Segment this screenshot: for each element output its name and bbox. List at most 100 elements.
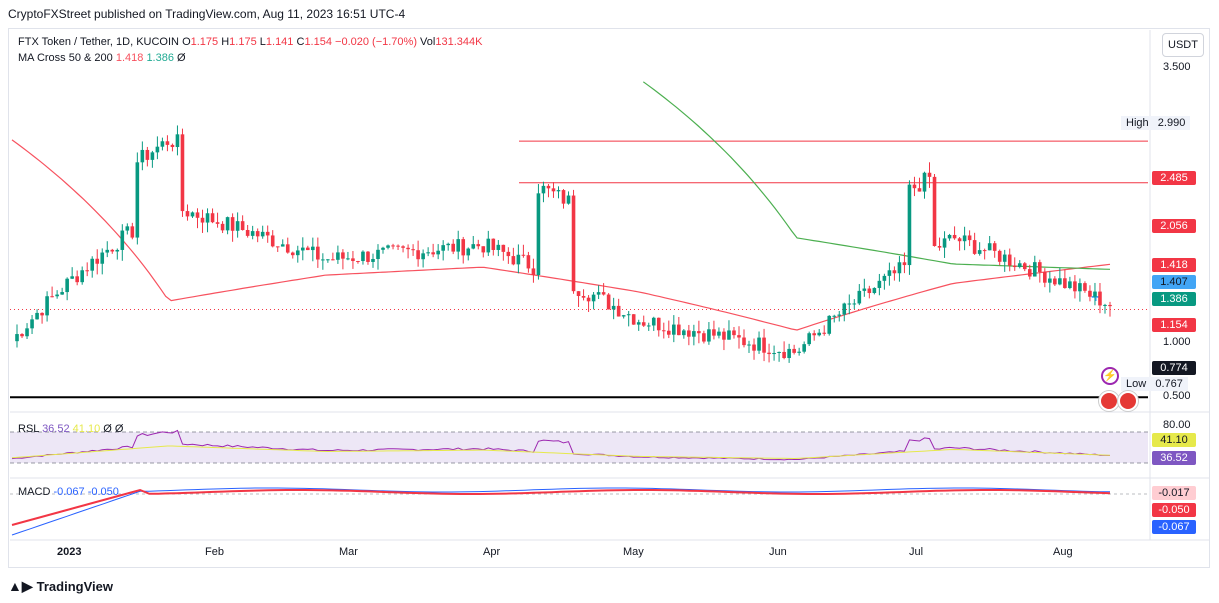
candle-body — [321, 259, 325, 261]
high-value: 1.175 — [229, 36, 257, 48]
candle-body — [757, 337, 761, 351]
us-flag-icon[interactable] — [1118, 391, 1138, 411]
candle-body — [280, 244, 285, 247]
symbol-title[interactable]: FTX Token / Tether, 1D, KUCOIN — [18, 36, 179, 48]
rsl-name[interactable]: RSL — [18, 423, 39, 435]
candle-body — [481, 246, 486, 253]
candle-body — [125, 226, 130, 231]
candle-body — [742, 337, 746, 346]
candle-body — [531, 268, 536, 276]
candle-body — [802, 344, 806, 352]
macd-line — [11, 487, 1111, 536]
candle-body — [1073, 281, 1077, 292]
candle-body — [762, 337, 766, 353]
candle-body — [1022, 263, 1027, 270]
low-label: L — [259, 36, 266, 48]
candle-body — [782, 351, 786, 359]
candle-body — [436, 250, 440, 255]
candle-body — [832, 315, 837, 317]
close-label: C — [296, 36, 305, 48]
candle-body — [536, 193, 541, 276]
time-label-feb: Feb — [205, 546, 224, 558]
candle-body — [90, 258, 95, 271]
candle-body — [702, 333, 706, 342]
candle-body — [541, 185, 546, 194]
ma200-value: 1.386 — [146, 52, 174, 64]
macd-hist-tag: -0.017 — [1152, 486, 1196, 500]
candle-body — [867, 288, 872, 294]
candle-body — [606, 294, 611, 310]
candle-body — [827, 315, 832, 334]
candle-body — [275, 246, 280, 248]
candle-body — [406, 247, 410, 250]
candle-body — [250, 231, 255, 236]
currency-button[interactable]: USDT — [1162, 33, 1204, 57]
candle-body — [551, 188, 556, 192]
us-flag-icon[interactable] — [1099, 391, 1119, 411]
candle-body — [722, 331, 726, 340]
candle-body — [817, 332, 822, 336]
rsl-value-b: 41.10 — [72, 423, 101, 435]
lightning-icon[interactable]: ⚡ — [1101, 367, 1119, 385]
candle-body — [812, 333, 816, 336]
candle-body — [150, 152, 155, 160]
candle-body — [887, 270, 892, 276]
candle-body — [952, 234, 957, 239]
candle-body — [346, 258, 350, 260]
candle-body — [461, 239, 466, 256]
price-tick-0500: 0.500 — [1163, 390, 1191, 402]
candle-body — [712, 329, 716, 336]
high-label: High 2.990 — [1121, 116, 1191, 130]
candle-body — [842, 303, 847, 315]
candle-body — [1043, 271, 1047, 283]
candle-body — [155, 146, 160, 153]
volume-value: 131.344K — [435, 36, 483, 48]
candle-body — [1032, 262, 1037, 277]
ma50-tag: 1.418 — [1152, 258, 1196, 272]
candle-body — [426, 252, 430, 254]
ma-line — [642, 81, 1111, 270]
ma-name[interactable]: MA Cross 50 & 200 — [18, 52, 113, 64]
macd-name[interactable]: MACD — [18, 486, 51, 498]
candle-body — [727, 330, 731, 340]
candle-body — [872, 287, 877, 294]
macd-legend: MACD -0.067 -0.050 — [18, 486, 119, 498]
rsl-tag-a: 36.52 — [1152, 451, 1196, 465]
candle-body — [356, 261, 360, 263]
candle-body — [777, 351, 781, 353]
tradingview-logo[interactable]: ▲▶ TradingView — [8, 578, 113, 594]
candle-body — [195, 212, 200, 218]
candle-body — [471, 244, 476, 249]
rsl-axis-top: 80.00 — [1163, 419, 1191, 431]
candle-body — [506, 251, 511, 257]
candle-body — [95, 258, 100, 264]
candle-body — [386, 245, 390, 248]
candle-body — [1108, 304, 1112, 307]
candle-body — [732, 330, 736, 336]
rsl-ma-line — [11, 445, 1111, 460]
candle-body — [927, 172, 932, 177]
candle-body — [641, 322, 646, 326]
candle-body — [897, 262, 902, 274]
macd-values: -0.067 -0.050 — [53, 486, 119, 498]
candle-body — [80, 270, 84, 283]
rsl-value-d: Ø — [114, 423, 124, 435]
candle-body — [70, 276, 74, 279]
time-label-jun: Jun — [769, 546, 787, 558]
candle-body — [376, 249, 380, 259]
candle-body — [140, 149, 145, 163]
open-label: O — [182, 36, 191, 48]
change-value: −0.020 (−1.70%) — [335, 36, 417, 48]
candle-body — [797, 351, 801, 353]
candle-body — [200, 217, 205, 223]
ma-legend: MA Cross 50 & 200 1.418 1.386 Ø — [18, 52, 186, 64]
candle-body — [1088, 290, 1092, 297]
candle-body — [270, 235, 275, 247]
candle-body — [942, 238, 947, 248]
candle-body — [30, 319, 34, 329]
candle-body — [1027, 269, 1032, 277]
candle-body — [265, 231, 270, 236]
candle-body — [862, 288, 867, 291]
candle-body — [967, 235, 972, 241]
candle-body — [441, 245, 445, 251]
